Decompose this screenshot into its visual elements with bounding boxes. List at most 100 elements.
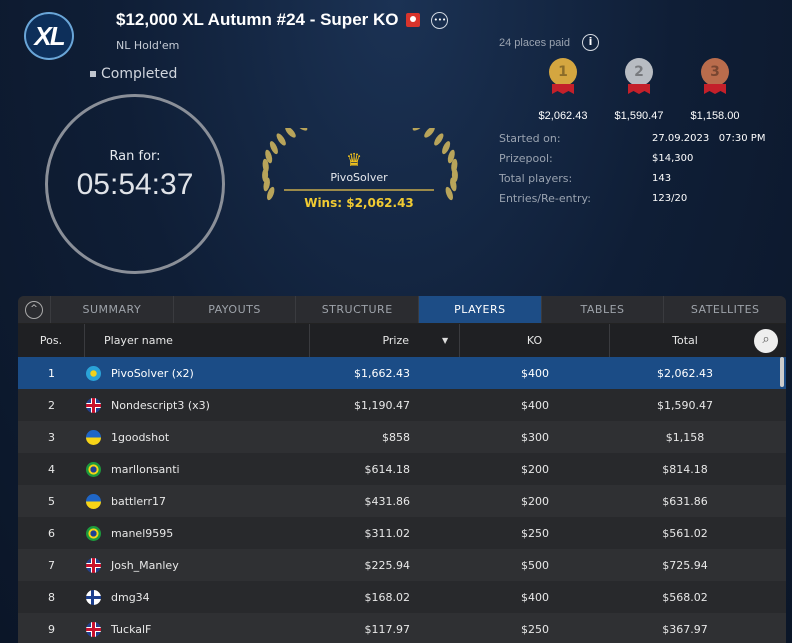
info-value: 123/20 (652, 193, 688, 204)
ko: $400 (521, 398, 549, 412)
ko: $400 (521, 590, 549, 604)
total: $631.86 (662, 494, 708, 508)
table-row[interactable]: 6 manel9595 $311.02 $250 $561.02 (18, 517, 786, 549)
laurel-wreath-icon (262, 128, 458, 201)
player-name: PivoSolver (x2) (111, 366, 194, 380)
tab-summary[interactable]: SUMMARY (50, 296, 173, 323)
status-icon (90, 71, 96, 77)
player-name: manel9595 (111, 526, 174, 540)
medal-1-icon: 1 (548, 58, 578, 98)
tab-bar: ^ SUMMARY PAYOUTS STRUCTURE PLAYERS TABLES SA… (18, 296, 786, 324)
info-label: Entries/Re-entry: (499, 192, 591, 205)
prize: $225.94 (364, 558, 411, 572)
table-row[interactable]: 1 PivoSolver (x2) $1,662.43 $400 $2,062.… (18, 357, 786, 389)
info-value: 143 (652, 173, 672, 184)
player-name: 1goodshot (111, 430, 170, 444)
table-row[interactable]: 4 marllonsanti $614.18 $200 $814.18 (18, 453, 786, 485)
status-text: Completed (101, 66, 178, 82)
col-prize[interactable]: Prize (310, 324, 460, 357)
game-type: NL Hold'em (116, 39, 180, 52)
player-name: Josh_Manley (111, 558, 179, 572)
title-bar: $12,000 XL Autumn #24 - Super KO ••• (116, 10, 449, 30)
pos: 5 (48, 494, 55, 508)
ko: $200 (521, 462, 549, 476)
col-pos[interactable]: Pos. (18, 324, 85, 357)
ran-for-label: Ran for: (109, 149, 161, 164)
status: Completed (90, 66, 177, 82)
flag-br-icon (86, 525, 101, 541)
total: $814.18 (662, 462, 708, 476)
scrollbar[interactable] (780, 357, 784, 387)
player-name: Nondescript3 (x3) (111, 398, 210, 412)
medal-amount: $1,590.47 (614, 110, 664, 122)
knockout-icon (406, 13, 421, 27)
flag-br-icon (86, 461, 101, 477)
table-row[interactable]: 3 1goodshot $858 $300 $1,158 (18, 421, 786, 453)
crown-icon: ♛ (346, 150, 363, 171)
tab-satellites[interactable]: SATELLITES (663, 296, 786, 323)
flag-fi-icon (86, 589, 101, 605)
col-player-name[interactable]: Player name (85, 324, 310, 357)
info-label: Total players: (499, 172, 573, 185)
total: $2,062.43 (657, 366, 713, 380)
prize: $858 (382, 430, 410, 444)
tab-players[interactable]: PLAYERS (418, 296, 541, 323)
player-name: dmg34 (111, 590, 150, 604)
duration-clock: Ran for: 05:54:37 (45, 94, 225, 274)
table-row[interactable]: 2 Nondescript3 (x3) $1,190.47 $400 $1,59… (18, 389, 786, 421)
pos: 9 (48, 622, 55, 636)
collapse-button[interactable]: ^ (18, 296, 50, 323)
pos: 8 (48, 590, 55, 604)
more-options-button[interactable]: ••• (431, 11, 449, 29)
pos: 7 (48, 558, 55, 572)
pos: 3 (48, 430, 55, 444)
total: $561.02 (662, 526, 708, 540)
flag-gb-icon (86, 397, 101, 413)
pos: 4 (48, 462, 55, 476)
col-total[interactable]: Total (672, 334, 698, 347)
total: $725.94 (662, 558, 708, 572)
prize: $431.86 (364, 494, 411, 508)
flag-gb-icon (86, 621, 101, 637)
ran-for-value: 05:54:37 (76, 168, 194, 201)
ko: $200 (521, 494, 549, 508)
prize: $117.97 (364, 622, 411, 636)
table-row[interactable]: 7 Josh_Manley $225.94 $500 $725.94 (18, 549, 786, 581)
table-row[interactable]: 5 battlerr17 $431.86 $200 $631.86 (18, 485, 786, 517)
prize: $614.18 (364, 462, 411, 476)
total: $1,158 (665, 430, 705, 444)
pos: 2 (48, 398, 55, 412)
player-name: marllonsanti (111, 462, 180, 476)
ko: $250 (521, 622, 549, 636)
pos: 6 (48, 526, 55, 540)
sort-desc-icon[interactable]: ▼ (442, 336, 449, 345)
search-icon[interactable]: ⌕ (754, 329, 778, 353)
medal-amount: $2,062.43 (538, 110, 588, 122)
table-row[interactable]: 9 TuckalF $117.97 $250 $367.97 (18, 613, 786, 643)
tab-payouts[interactable]: PAYOUTS (172, 296, 296, 323)
player-name: TuckalF (111, 622, 152, 636)
prize: $168.02 (364, 590, 411, 604)
places-paid-bar: 24 places paid i (499, 34, 599, 51)
tab-structure[interactable]: STRUCTURE (295, 296, 418, 323)
players-panel: ^ SUMMARY PAYOUTS STRUCTURE PLAYERS TABLES SA… (18, 296, 786, 643)
tab-tables[interactable]: TABLES (540, 296, 664, 323)
table-row[interactable]: 8 dmg34 $168.02 $400 $568.02 (18, 581, 786, 613)
info-label: Started on: (499, 132, 561, 145)
info-label: Prizepool: (499, 152, 553, 165)
players-table-body: 1 PivoSolver (x2) $1,662.43 $400 $2,062.… (18, 357, 786, 643)
prize: $311.02 (364, 526, 411, 540)
pos: 1 (48, 366, 55, 380)
xl-logo: XL (24, 12, 74, 60)
ko: $300 (521, 430, 549, 444)
col-ko[interactable]: KO (460, 324, 610, 357)
tournament-title: $12,000 XL Autumn #24 - Super KO (116, 10, 399, 29)
total: $367.97 (662, 622, 708, 636)
ko: $500 (521, 558, 549, 572)
info-value: 27.09.2023 07:30 PM (652, 133, 766, 144)
ko: $400 (521, 366, 549, 380)
flag-gb-icon (86, 557, 101, 573)
flag-ua-icon (86, 493, 101, 509)
table-header: Pos. Player name Prize ▼ KO Total ⌕ (18, 324, 786, 357)
info-icon[interactable]: i (581, 34, 599, 51)
